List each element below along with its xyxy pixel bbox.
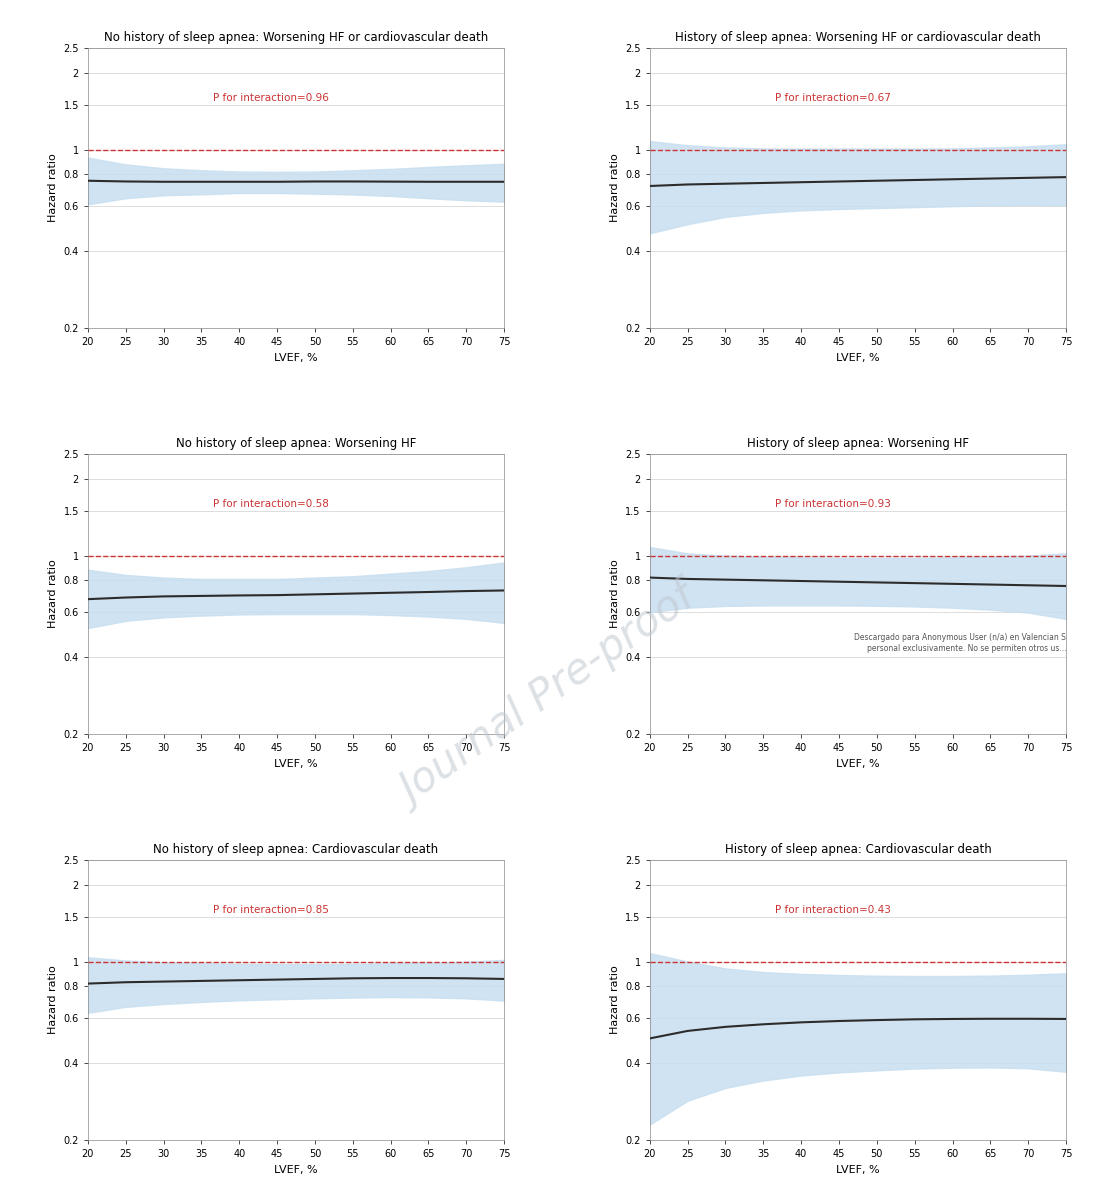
Text: Descargado para Anonymous User (n/a) en Valencian S
personal exclusivamente. No : Descargado para Anonymous User (n/a) en …	[854, 634, 1066, 653]
Y-axis label: Hazard ratio: Hazard ratio	[610, 559, 620, 629]
Text: P for interaction=0.93: P for interaction=0.93	[775, 499, 890, 509]
Y-axis label: Hazard ratio: Hazard ratio	[48, 559, 58, 629]
Text: P for interaction=0.96: P for interaction=0.96	[213, 94, 329, 103]
X-axis label: LVEF, %: LVEF, %	[836, 353, 879, 362]
Title: No history of sleep apnea: Worsening HF: No history of sleep apnea: Worsening HF	[176, 437, 417, 450]
Title: History of sleep apnea: Worsening HF or cardiovascular death: History of sleep apnea: Worsening HF or …	[675, 31, 1041, 44]
Y-axis label: Hazard ratio: Hazard ratio	[48, 154, 58, 222]
Y-axis label: Hazard ratio: Hazard ratio	[48, 966, 58, 1034]
X-axis label: LVEF, %: LVEF, %	[275, 1164, 318, 1175]
X-axis label: LVEF, %: LVEF, %	[836, 758, 879, 768]
Text: P for interaction=0.43: P for interaction=0.43	[775, 905, 890, 916]
Text: P for interaction=0.67: P for interaction=0.67	[775, 94, 890, 103]
Text: Journal Pre-proof: Journal Pre-proof	[395, 578, 704, 814]
Text: P for interaction=0.85: P for interaction=0.85	[213, 905, 329, 916]
Title: History of sleep apnea: Worsening HF: History of sleep apnea: Worsening HF	[747, 437, 969, 450]
Title: History of sleep apnea: Cardiovascular death: History of sleep apnea: Cardiovascular d…	[724, 844, 991, 856]
Text: P for interaction=0.58: P for interaction=0.58	[213, 499, 329, 509]
Y-axis label: Hazard ratio: Hazard ratio	[610, 966, 620, 1034]
Title: No history of sleep apnea: Worsening HF or cardiovascular death: No history of sleep apnea: Worsening HF …	[104, 31, 488, 44]
X-axis label: LVEF, %: LVEF, %	[275, 758, 318, 768]
Y-axis label: Hazard ratio: Hazard ratio	[610, 154, 620, 222]
X-axis label: LVEF, %: LVEF, %	[275, 353, 318, 362]
X-axis label: LVEF, %: LVEF, %	[836, 1164, 879, 1175]
Title: No history of sleep apnea: Cardiovascular death: No history of sleep apnea: Cardiovascula…	[154, 844, 439, 856]
